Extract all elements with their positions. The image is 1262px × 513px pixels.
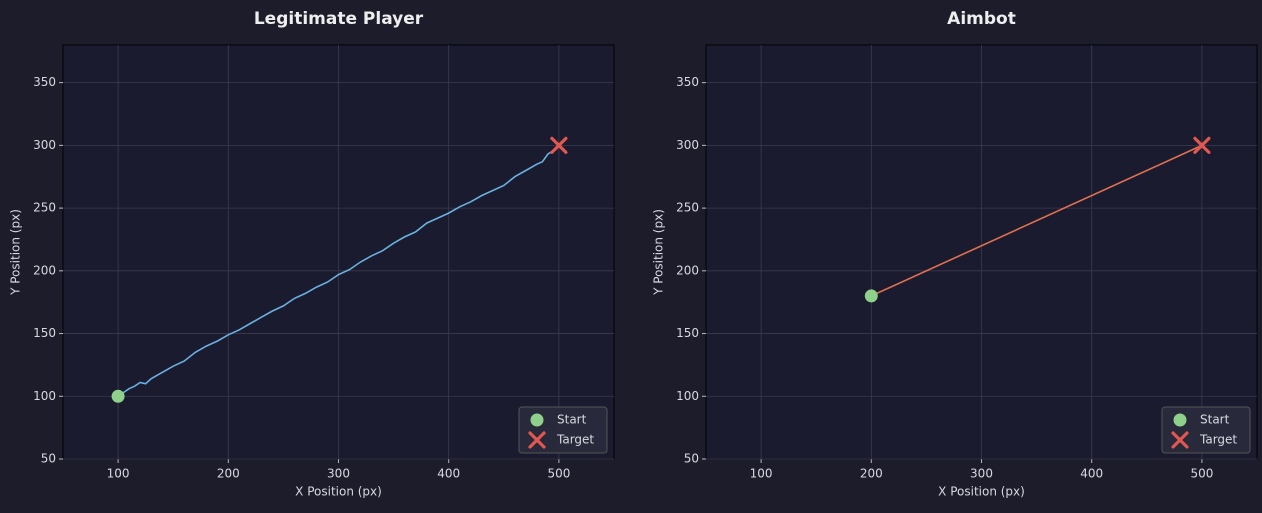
x-tick-label: 400: [437, 467, 460, 481]
y-tick-label: 350: [676, 75, 699, 89]
legend-label: Start: [1200, 413, 1230, 427]
y-tick-label: 150: [676, 326, 699, 340]
y-tick-label: 50: [41, 452, 56, 466]
start-marker: [1173, 413, 1187, 427]
y-tick-label: 100: [676, 389, 699, 403]
y-tick-label: 200: [676, 263, 699, 277]
x-tick-label: 400: [1080, 467, 1103, 481]
target-marker: [550, 136, 568, 154]
cursor-path: [117, 144, 560, 397]
chart-title: Legitimate Player: [254, 9, 424, 29]
target-x: [1171, 431, 1189, 449]
target-marker: [1193, 136, 1211, 154]
target-marker: [1171, 431, 1189, 449]
x-tick-label: 100: [750, 467, 773, 481]
cursor-path: [870, 144, 1203, 297]
target-x: [528, 431, 546, 449]
chart-title: Aimbot: [947, 9, 1016, 29]
x-axis-label: X Position (px): [938, 485, 1025, 499]
x-tick-label: 100: [107, 467, 130, 481]
start-marker: [111, 389, 125, 403]
y-axis-label: Y Position (px): [652, 209, 666, 296]
x-tick-label: 200: [217, 467, 240, 481]
target-x: [1193, 136, 1211, 154]
x-tick-label: 500: [1190, 467, 1213, 481]
legend-label: Target: [556, 433, 594, 447]
y-tick-label: 250: [33, 201, 56, 215]
legend-label: Start: [557, 413, 587, 427]
y-tick-label: 200: [33, 263, 56, 277]
y-axis-label: Y Position (px): [9, 209, 23, 296]
target-x: [550, 136, 568, 154]
y-tick-label: 300: [676, 138, 699, 152]
start-marker: [530, 413, 544, 427]
y-tick-label: 150: [33, 326, 56, 340]
legend-label: Target: [1199, 433, 1237, 447]
target-marker: [528, 431, 546, 449]
y-tick-label: 300: [33, 138, 56, 152]
y-tick-label: 100: [33, 389, 56, 403]
x-tick-label: 300: [970, 467, 993, 481]
x-tick-label: 300: [327, 467, 350, 481]
x-tick-label: 200: [860, 467, 883, 481]
start-marker: [864, 289, 878, 303]
x-tick-label: 500: [547, 467, 570, 481]
y-tick-label: 50: [684, 452, 699, 466]
x-axis-label: X Position (px): [295, 485, 382, 499]
y-tick-label: 350: [33, 75, 56, 89]
y-tick-label: 250: [676, 201, 699, 215]
